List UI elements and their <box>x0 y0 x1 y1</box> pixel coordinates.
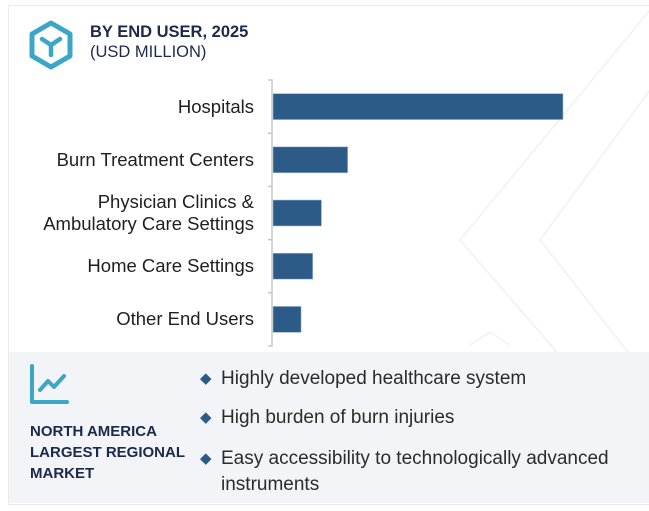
bullet-text: Highly developed healthcare system <box>221 368 527 389</box>
diamond-bullet-icon: ◆ <box>200 450 212 467</box>
bar <box>272 93 564 120</box>
category-label-line: Ambulatory Care Settings <box>43 213 254 234</box>
region-label: NORTH AMERICA LARGEST REGIONAL MARKET <box>30 421 200 484</box>
category-label: Other End Users <box>116 308 254 330</box>
bar <box>272 146 348 174</box>
category-label-line: Physician Clinics & <box>97 191 254 212</box>
category-label: Home Care Settings <box>87 255 254 277</box>
category-label-line: Home Care Settings <box>87 255 254 277</box>
diamond-bullet-icon: ◆ <box>200 409 212 426</box>
cube-icon <box>29 20 73 70</box>
bullet-text: High burden of burn injuries <box>221 407 455 428</box>
category-label: Hospitals <box>178 96 254 118</box>
region-line: NORTH AMERICA <box>30 423 157 440</box>
bullet-text: instruments <box>221 474 320 495</box>
category-label: Physician Clinics & Ambulatory Care Setti… <box>43 191 254 235</box>
trend-chart-icon <box>30 364 69 404</box>
chart-title: BY END USER, 2025 <box>90 23 249 41</box>
bar <box>272 306 302 333</box>
region-line: LARGEST REGIONAL <box>30 444 186 461</box>
bar-chart <box>268 79 564 347</box>
region-line: MARKET <box>30 465 95 482</box>
category-label: Burn Treatment Centers <box>57 149 254 171</box>
diamond-bullet-icon: ◆ <box>200 370 212 387</box>
category-label-line: Other End Users <box>116 308 254 330</box>
category-label-line: Hospitals <box>177 95 254 117</box>
category-label-line: Burn Treatment Centers <box>56 148 254 170</box>
region-panel <box>9 352 649 503</box>
category-axis <box>268 79 273 347</box>
bullet-text: Easy accessibility to technologically ad… <box>221 448 609 469</box>
bar <box>272 199 322 227</box>
bar <box>272 252 314 280</box>
chart-subtitle: (USD MILLION) <box>90 43 207 61</box>
